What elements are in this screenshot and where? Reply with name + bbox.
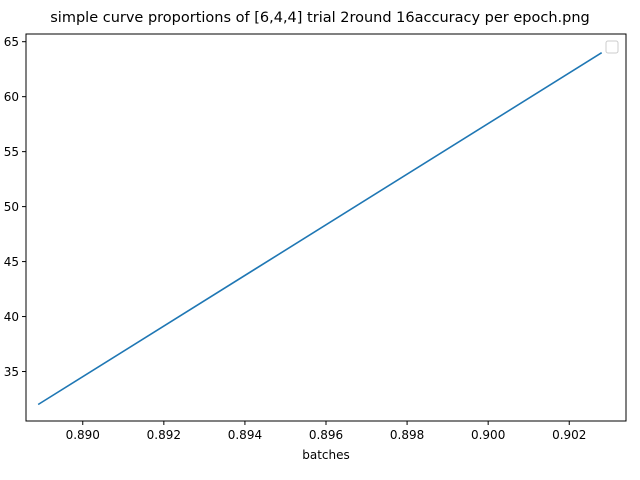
chart-title: simple curve proportions of [6,4,4] tria… — [50, 10, 590, 26]
axes-frame — [25, 33, 627, 422]
legend-box — [605, 40, 619, 54]
series-line-0 — [37, 52, 603, 406]
x-tick-label: 0.892 — [147, 428, 181, 442]
x-tick-label: 0.900 — [471, 428, 505, 442]
x-tick-label: 0.890 — [66, 428, 100, 442]
y-tick-label: 35 — [4, 365, 19, 379]
x-tick-label: 0.902 — [552, 428, 586, 442]
x-axis-label: batches — [302, 448, 350, 462]
y-tick-label: 45 — [4, 255, 19, 269]
y-tick-label: 50 — [4, 200, 19, 214]
y-tick-label: 40 — [4, 310, 19, 324]
y-tick-label: 55 — [4, 145, 19, 159]
x-tick-label: 0.894 — [228, 428, 262, 442]
y-tick-label: 65 — [4, 35, 19, 49]
y-tick-label: 60 — [4, 90, 19, 104]
x-tick-label: 0.896 — [309, 428, 343, 442]
x-tick-label: 0.898 — [390, 428, 424, 442]
